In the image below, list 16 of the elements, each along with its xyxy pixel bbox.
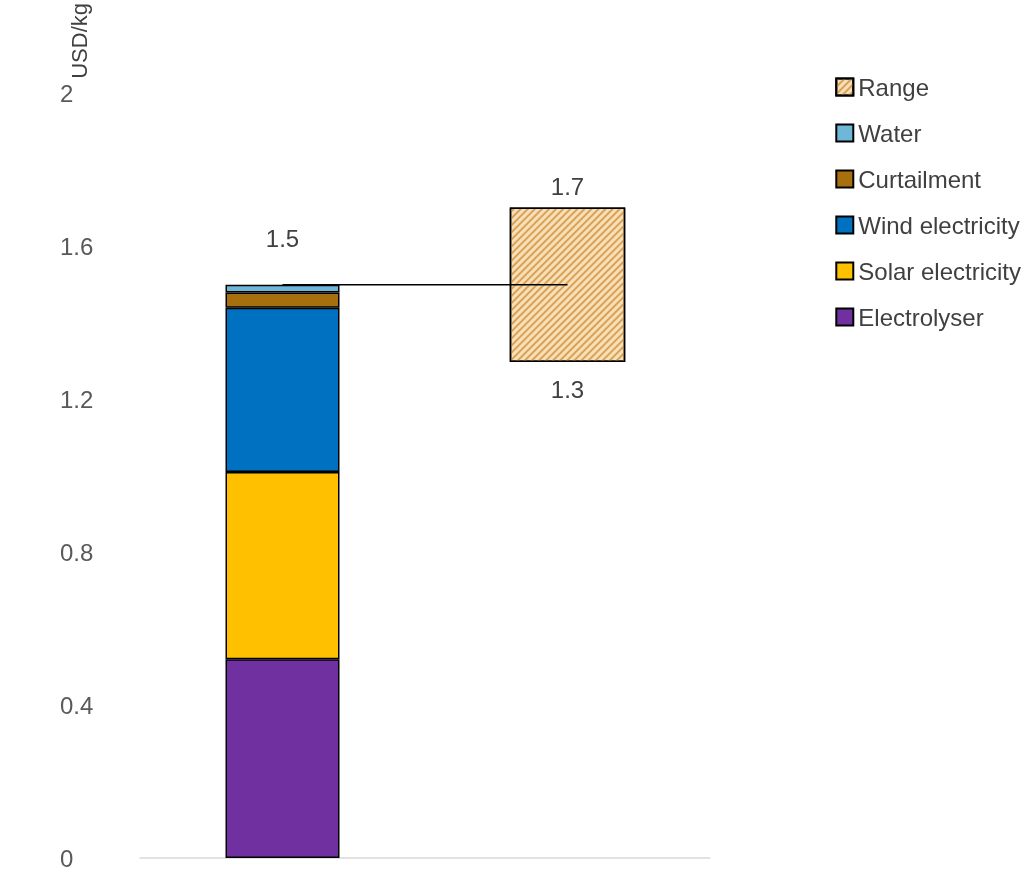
legend-label: Curtailment: [858, 165, 982, 193]
y-axis-title: USD/kg: [66, 3, 92, 79]
legend-label: Electrolyser: [858, 303, 984, 331]
y-tick-label: 0.8: [60, 538, 94, 566]
legend-label: Wind electricity: [858, 211, 1020, 239]
y-tick-label: 2: [60, 80, 74, 108]
legend-label: Water: [858, 119, 922, 147]
legend-label: Range: [858, 73, 930, 101]
annotation: 1.7: [550, 172, 585, 200]
y-tick-label: 0: [60, 844, 74, 871]
total-label: 1.5: [265, 225, 300, 253]
y-tick-label: 1.2: [60, 385, 94, 413]
y-tick-label: 0.4: [60, 691, 94, 719]
annotation: 1.3: [550, 375, 585, 403]
y-tick-label: 1.6: [60, 233, 94, 261]
legend-label: Solar electricity: [858, 257, 1021, 285]
